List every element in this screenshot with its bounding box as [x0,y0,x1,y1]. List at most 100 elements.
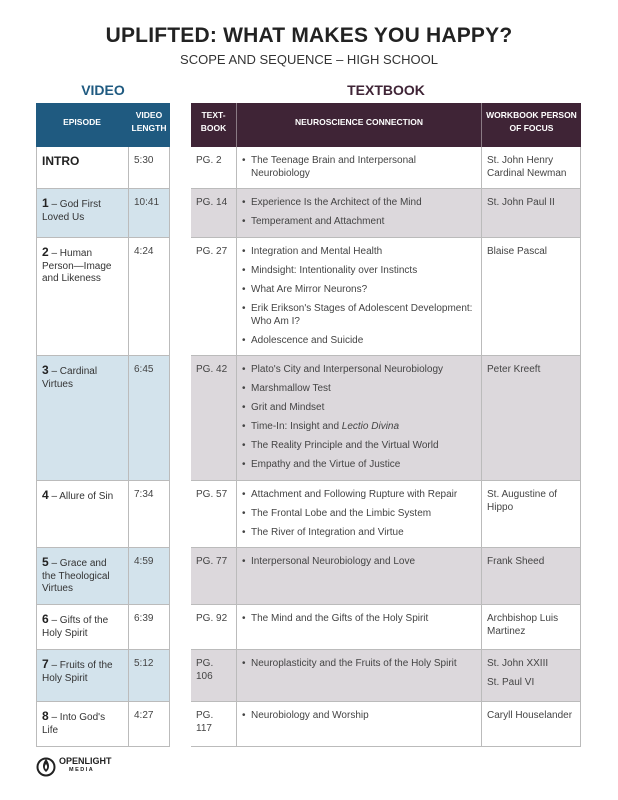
bullet-icon: • [242,284,246,295]
neuroscience-topic: • Neurobiology and Worship [242,710,476,723]
neuroscience-cell: • Interpersonal Neurobiology and Love [236,548,481,605]
topic-text-main: What Are Mirror Neurons? [251,284,368,295]
bullet-icon: • [242,527,246,538]
topic-text: Erik Erikson's Stages of Adolescent Deve… [251,303,476,328]
person-of-focus: Archbishop Luis Martinez [487,613,559,637]
header-video-length: VIDEO LENGTH [128,103,170,147]
topic-text: The Mind and the Gifts of the Holy Spiri… [251,613,428,626]
logo-name: OPENLIGHT [59,756,112,766]
topic-text: Mindsight: Intentionality over Instincts [251,265,417,278]
episode-name: – Cardinal Virtues [42,366,98,390]
neuroscience-topic: • Mindsight: Intentionality over Instinct… [242,265,476,278]
episode-number: 8 [42,709,49,723]
textbook-page: PG. 77 [196,556,228,567]
person-cell: St. John Henry Cardinal Newman [481,147,581,189]
topic-text: What Are Mirror Neurons? [251,284,367,297]
video-length-cell: 6:39 [128,605,170,650]
topic-text-main: Adolescence and Suicide [251,334,364,346]
logo-sub: MEDIA [69,767,95,773]
episode-name: – Human Person—Image and Likeness [42,248,112,284]
neuroscience-topic: • Interpersonal Neurobiology and Love [242,556,476,569]
video-length-cell: 4:24 [128,238,170,356]
topic-text: Interpersonal Neurobiology and Love [251,556,415,569]
topic-text: Neuroplasticity and the Fruits of the Ho… [251,658,457,671]
topic-text-main: Integration and Mental Health [251,246,383,257]
person-of-focus: Blaise Pascal [487,246,548,257]
neuroscience-topic: • Adolescence and Suicide [242,335,476,348]
bullet-icon: • [242,334,246,346]
video-length-cell: 5:12 [128,650,170,702]
episode-title: 6 – Gifts of the Holy Spirit [42,612,108,639]
textbook-page: PG. 106 [196,658,214,682]
bullet-icon: • [242,613,246,624]
neuroscience-topic: • The River of Integration and Virtue [242,527,476,540]
episode-number: 6 [42,612,49,626]
neuroscience-topic: • Marshmallow Test [242,383,476,396]
episode-number: 7 [42,657,49,671]
episode-cell: 1 – God First Loved Us [36,189,128,238]
person-of-focus: St. John Paul II [487,197,555,208]
flame-icon [36,757,56,777]
topic-text: Temperament and Attachment [251,216,384,229]
neuroscience-topic: • The Reality Principle and the Virtual W… [242,440,476,453]
neuroscience-topic: • Empathy and the Virtue of Justice [242,459,476,472]
neuroscience-cell: • The Mind and the Gifts of the Holy Spir… [236,605,481,650]
episode-number: 2 [42,245,49,259]
bullet-icon: • [242,383,246,394]
neuroscience-topic: • Plato's City and Interpersonal Neurobio… [242,364,476,377]
episode-cell: 6 – Gifts of the Holy Spirit [36,605,128,650]
bullet-icon: • [242,459,246,470]
neuroscience-topic: • The Mind and the Gifts of the Holy Spir… [242,613,476,626]
episode-title: 5 – Grace and the Theological Virtues [42,555,110,594]
neuroscience-topic: • Experience Is the Architect of the Mind [242,197,476,210]
textbook-page-cell: PG. 2 [191,147,236,189]
video-section-heading: VIDEO [81,82,125,98]
bullet-icon: • [242,508,246,519]
video-length: 4:27 [134,710,154,721]
topic-text: The Reality Principle and the Virtual Wo… [251,440,439,453]
episode-name: – Allure of Sin [48,491,114,502]
textbook-page: PG. 42 [196,364,228,375]
topic-text: Neurobiology and Worship [251,710,369,723]
topic-text-main: The Teenage Brain and Interpersonal Neur… [251,155,416,179]
textbook-page-cell: PG. 14 [191,189,236,238]
topic-text-italic: Lectio Divina [341,421,400,432]
person-cell: Blaise Pascal [481,238,581,356]
bullet-icon: • [242,364,246,375]
episode-number: 4 [42,488,49,502]
topic-text-main: Neurobiology and Worship [251,710,369,721]
bullet-icon: • [242,265,246,276]
video-length: 4:59 [134,556,154,567]
neuroscience-topic: • The Frontal Lobe and the Limbic System [242,508,476,521]
neuroscience-topic: • What Are Mirror Neurons? [242,284,476,297]
header-episode: EPISODE [36,103,128,147]
textbook-page-cell: PG. 92 [191,605,236,650]
episode-number: 3 [42,363,49,377]
video-length-cell: 10:41 [128,189,170,238]
page-title: UPLIFTED: WHAT MAKES YOU HAPPY? [105,24,513,47]
topic-text-main: Time-In: Insight and [251,421,342,432]
topic-text-main: Mindsight: Intentionality over Instincts [251,265,418,276]
episode-number: 5 [42,555,49,569]
header-textbook: TEXT- BOOK [191,103,236,147]
topic-text-main: Attachment and Following Rupture with Re… [251,489,458,500]
topic-text-main: Grit and Mindset [251,402,325,413]
person-of-focus: St. John XXIII [487,658,549,669]
textbook-page: PG. 27 [196,246,228,257]
topic-text-main: Marshmallow Test [251,383,331,394]
person-cell: Peter Kreeft [481,356,581,481]
person-of-focus: St. John Henry Cardinal Newman [487,155,567,179]
person-cell: Caryll Houselander [481,702,581,747]
topic-text: Attachment and Following Rupture with Re… [251,489,457,502]
topic-text-main: The River of Integration and Virtue [251,527,404,538]
episode-title: 4 – Allure of Sin [42,488,114,502]
person-cell: St. John Paul II [481,189,581,238]
topic-text-main: The Frontal Lobe and the Limbic System [251,508,432,519]
episode-name: – Into God's Life [42,712,106,736]
topic-text-main: Empathy and the Virtue of Justice [251,459,401,470]
neuroscience-topic: • Temperament and Attachment [242,216,476,229]
bullet-icon: • [242,658,246,669]
neuroscience-topic: • Time-In: Insight and Lectio Divina [242,421,476,434]
video-length: 5:30 [134,155,154,166]
